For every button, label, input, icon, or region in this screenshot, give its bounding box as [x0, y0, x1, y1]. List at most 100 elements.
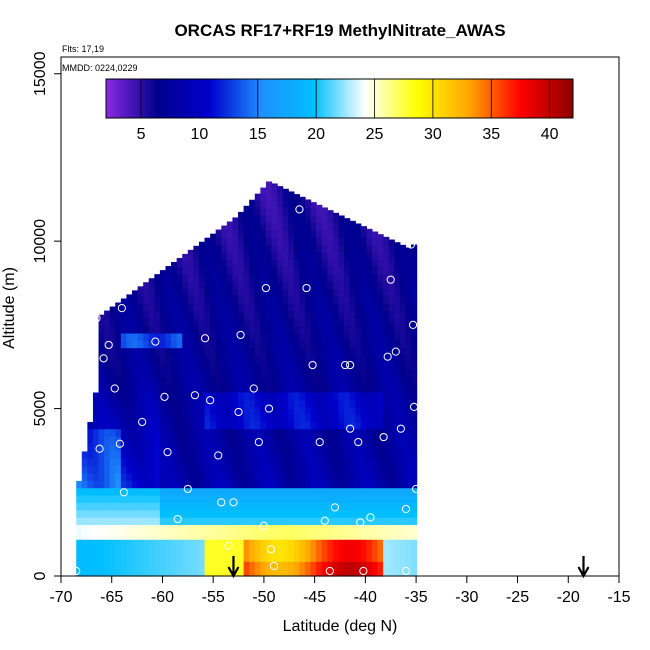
heatmap-cell	[360, 509, 367, 518]
heatmap-cell	[115, 480, 122, 489]
heatmap-cell	[126, 318, 133, 327]
heatmap-cell	[371, 546, 379, 555]
heatmap-cell	[316, 251, 323, 260]
heatmap-cell	[394, 436, 401, 445]
heatmap-cell	[232, 244, 239, 253]
heatmap-cell	[148, 458, 155, 467]
heatmap-cell	[243, 509, 250, 518]
heatmap-cell	[249, 539, 256, 548]
heatmap-cell	[360, 436, 367, 445]
heatmap-cell	[377, 325, 384, 334]
heatmap-cell	[254, 222, 261, 231]
heatmap-cell	[338, 524, 345, 533]
heatmap-cell	[327, 391, 334, 400]
heatmap-cell	[355, 443, 362, 452]
heatmap-cell	[282, 251, 289, 260]
heatmap-cell	[232, 266, 239, 275]
heatmap-cell	[360, 325, 367, 334]
heatmap-cell	[104, 391, 111, 400]
heatmap-cell	[165, 480, 172, 489]
heatmap-cell	[182, 539, 189, 548]
heatmap-cell	[226, 561, 234, 570]
heatmap-cell	[87, 421, 94, 430]
heatmap-cell	[338, 465, 345, 474]
heatmap-cell	[265, 318, 273, 327]
heatmap-cell	[171, 509, 178, 518]
heatmap-cell	[277, 436, 284, 445]
heatmap-cell	[226, 458, 234, 467]
heatmap-cell	[377, 318, 384, 327]
heatmap-cell	[215, 229, 222, 238]
heatmap-cell	[327, 436, 334, 445]
heatmap-cell	[277, 215, 284, 224]
heatmap-cell	[215, 281, 222, 290]
heatmap-cell	[221, 355, 228, 363]
heatmap-cell	[249, 207, 256, 216]
heatmap-cell	[254, 524, 261, 533]
heatmap-cell	[104, 517, 111, 526]
heatmap-cell	[137, 472, 144, 481]
heatmap-cell	[360, 355, 367, 363]
heatmap-cell	[115, 524, 122, 533]
heatmap-cell	[399, 369, 407, 378]
heatmap-cell	[411, 502, 418, 511]
heatmap-cell	[299, 369, 306, 378]
heatmap-cell	[383, 251, 390, 260]
heatmap-cell	[154, 553, 161, 562]
heatmap-cell	[299, 472, 306, 481]
heatmap-cell	[243, 428, 250, 437]
heatmap-cell	[249, 377, 256, 386]
heatmap-cell	[126, 517, 133, 526]
heatmap-cell	[304, 259, 312, 268]
heatmap-cell	[316, 215, 323, 224]
heatmap-cell	[405, 347, 412, 356]
heatmap-cell	[243, 494, 250, 503]
y-axis-label: Altitude (m)	[1, 267, 18, 349]
heatmap-cell	[332, 266, 340, 275]
heatmap-cell	[277, 347, 284, 356]
heatmap-cell	[254, 325, 261, 334]
heatmap-cell	[92, 421, 100, 430]
heatmap-cell	[193, 546, 200, 555]
heatmap-cell	[332, 251, 340, 260]
heatmap-cell	[355, 310, 362, 319]
heatmap-cell	[249, 546, 256, 555]
heatmap-cell	[299, 251, 306, 260]
heatmap-cell	[221, 325, 228, 334]
heatmap-cell	[327, 406, 334, 415]
heatmap-cell	[109, 524, 116, 533]
heatmap-cell	[198, 413, 206, 422]
heatmap-cell	[299, 384, 306, 393]
heatmap-cell	[215, 244, 222, 253]
heatmap-cell	[388, 259, 395, 268]
heatmap-cell	[243, 310, 250, 319]
heatmap-cell	[132, 377, 139, 386]
heatmap-cell	[383, 406, 390, 415]
heatmap-cell	[243, 472, 250, 481]
heatmap-cell	[310, 458, 317, 467]
heatmap-cell	[332, 237, 340, 246]
heatmap-cell	[344, 369, 351, 378]
heatmap-cell	[366, 229, 373, 238]
heatmap-cell	[271, 494, 278, 503]
heatmap-cell	[243, 568, 250, 577]
heatmap-cell	[221, 225, 228, 231]
heatmap-cell	[143, 568, 150, 577]
heatmap-cell	[182, 524, 189, 533]
heatmap-cell	[215, 443, 222, 452]
heatmap-cell	[187, 458, 194, 467]
heatmap-cell	[366, 244, 373, 253]
heatmap-cell	[310, 303, 317, 312]
heatmap-cell	[148, 355, 155, 363]
heatmap-cell	[148, 318, 155, 327]
heatmap-cell	[159, 413, 167, 422]
heatmap-cell	[159, 480, 167, 489]
heatmap-cell	[288, 465, 295, 474]
heatmap-cell	[171, 472, 178, 481]
heatmap-cell	[349, 377, 356, 386]
heatmap-cell	[377, 465, 384, 474]
heatmap-cell	[377, 436, 384, 445]
heatmap-cell	[344, 524, 351, 533]
x-tick-label: -60	[151, 589, 174, 606]
heatmap-cell	[271, 296, 278, 305]
